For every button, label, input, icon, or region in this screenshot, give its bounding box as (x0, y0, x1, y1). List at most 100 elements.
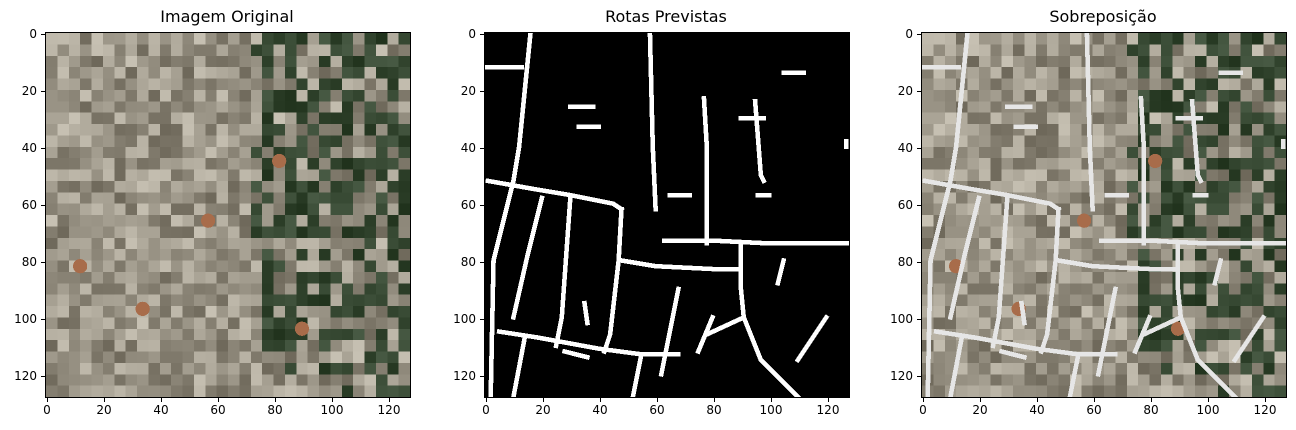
x-tick-label: 60 (649, 403, 665, 417)
x-tick-label: 40 (592, 403, 608, 417)
x-tick (332, 398, 333, 402)
y-tick (480, 319, 484, 320)
x-tick (1094, 398, 1095, 402)
road-segment (1140, 314, 1184, 338)
x-tick-label: 120 (1253, 403, 1277, 417)
y-tick-label: 100 (14, 312, 37, 326)
x-tick-label: 40 (1029, 403, 1045, 417)
y-tick (41, 376, 45, 377)
y-tick (917, 205, 921, 206)
y-tick (41, 34, 45, 35)
road-segment (703, 314, 747, 338)
road-segment (922, 178, 1062, 213)
road-segment (752, 98, 767, 184)
road-segment (601, 206, 624, 355)
x-tick (104, 398, 105, 402)
road-segment (511, 334, 528, 397)
y-tick-label: 60 (897, 198, 913, 212)
x-tick-label: 100 (320, 403, 344, 417)
road-segment (998, 348, 1028, 360)
x-tick (1037, 398, 1038, 402)
panel-title-overlay: Sobreposição (1049, 7, 1157, 26)
road-segment (658, 286, 682, 377)
y-tick-label: 20 (897, 84, 913, 98)
road-segment (1212, 257, 1224, 287)
y-tick (41, 205, 45, 206)
road-segment (630, 351, 645, 397)
y-tick (480, 34, 484, 35)
panel-title-predicted: Rotas Previstas (605, 7, 727, 26)
y-tick (41, 319, 45, 320)
road-segment (1177, 314, 1239, 397)
road-segment (647, 33, 659, 212)
image-overlay (921, 32, 1287, 398)
x-tick (714, 398, 715, 402)
y-tick-label: 40 (21, 141, 37, 155)
road-segment (488, 33, 533, 397)
x-tick (218, 398, 219, 402)
x-tick-label: 0 (43, 403, 51, 417)
road-segment (925, 33, 970, 397)
x-tick-label: 0 (919, 403, 927, 417)
road-segment (1189, 98, 1204, 184)
road-segment (1018, 300, 1027, 326)
y-tick (480, 148, 484, 149)
x-tick (600, 398, 601, 402)
x-tick-label: 20 (96, 403, 112, 417)
road-segment (740, 314, 802, 397)
x-tick-label: 80 (267, 403, 283, 417)
y-tick-label: 0 (29, 27, 37, 41)
road-segment (701, 96, 710, 246)
y-tick-label: 0 (905, 27, 913, 41)
x-tick (771, 398, 772, 402)
y-tick-label: 20 (460, 84, 476, 98)
x-tick-label: 100 (1196, 403, 1220, 417)
y-tick-label: 80 (897, 255, 913, 269)
y-tick (917, 319, 921, 320)
x-tick-label: 40 (153, 403, 169, 417)
y-tick-label: 60 (21, 198, 37, 212)
road-segment (1095, 286, 1119, 377)
image-original (45, 32, 411, 398)
y-tick-label: 120 (14, 369, 37, 383)
image-predicted (484, 32, 850, 398)
y-tick (917, 262, 921, 263)
y-tick-label: 80 (21, 255, 37, 269)
x-tick (161, 398, 162, 402)
y-tick (41, 91, 45, 92)
y-tick-label: 100 (890, 312, 913, 326)
x-tick (828, 398, 829, 402)
x-tick-label: 20 (535, 403, 551, 417)
road-segment (1084, 33, 1096, 212)
y-tick-label: 20 (21, 84, 37, 98)
road-segment (1038, 206, 1061, 355)
road-segment (553, 195, 573, 349)
road-segment (1175, 241, 1184, 320)
y-tick-label: 40 (897, 141, 913, 155)
y-tick (480, 91, 484, 92)
panel-title-original: Imagem Original (160, 7, 294, 26)
road-segment (618, 257, 744, 272)
y-tick-label: 0 (468, 27, 476, 41)
y-tick (41, 148, 45, 149)
y-tick (480, 376, 484, 377)
x-tick-label: 120 (816, 403, 840, 417)
x-tick (657, 398, 658, 402)
y-tick (917, 148, 921, 149)
x-tick (1265, 398, 1266, 402)
road-segment (1231, 314, 1267, 364)
x-tick (47, 398, 48, 402)
road-segment (990, 195, 1010, 349)
road-segment (561, 348, 591, 360)
x-tick-label: 120 (377, 403, 401, 417)
x-tick-label: 20 (972, 403, 988, 417)
road-segment (485, 178, 625, 213)
road-segment (581, 300, 590, 326)
y-tick (917, 34, 921, 35)
x-tick-label: 80 (706, 403, 722, 417)
x-tick (275, 398, 276, 402)
road-segment (738, 241, 747, 320)
road-segment (695, 314, 716, 355)
x-tick (1208, 398, 1209, 402)
road-segment (775, 257, 787, 287)
